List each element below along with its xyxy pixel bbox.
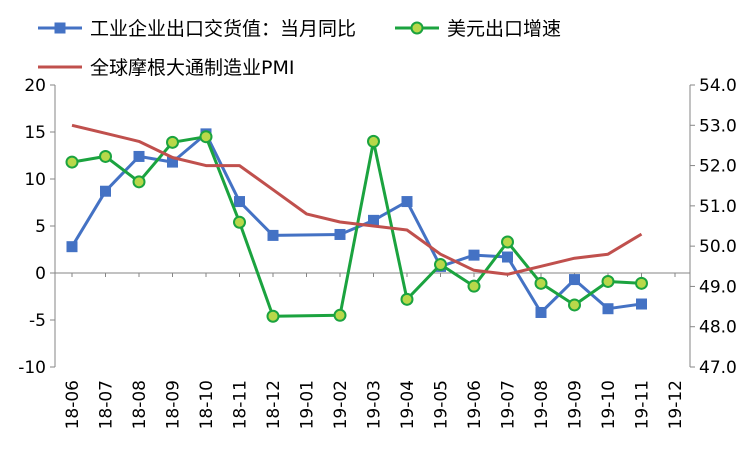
left-tick-label: 10	[24, 170, 46, 190]
right-tick-label: 48.0	[699, 318, 737, 338]
x-tick-label: 19-09	[566, 380, 586, 429]
right-tick-label: 50.0	[699, 237, 737, 257]
series-line-1	[71, 135, 642, 318]
data-point-square	[636, 298, 647, 310]
data-point-circle	[166, 135, 179, 149]
x-tick-label: 18-07	[97, 380, 117, 429]
data-point-circle	[635, 276, 648, 290]
data-point-circle	[233, 215, 246, 229]
data-point-circle	[601, 274, 615, 288]
data-point-circle	[132, 175, 146, 189]
legend-label: 全球摩根大通制造业PMI	[90, 57, 294, 79]
x-tick-label: 19-02	[331, 380, 351, 429]
x-tick-label: 19-04	[398, 380, 418, 429]
right-tick-label: 53.0	[699, 116, 737, 136]
legend-marker-square	[54, 22, 66, 34]
data-point-circle	[99, 149, 112, 163]
data-point-square	[267, 229, 279, 241]
x-tick-label: 18-06	[63, 380, 83, 429]
data-point-circle	[568, 298, 581, 312]
left-tick-label: 20	[24, 76, 46, 96]
data-point-square	[234, 196, 245, 208]
left-tick-label: 0	[35, 264, 46, 284]
right-tick-label: 52.0	[699, 157, 737, 177]
left-tick-label: 5	[35, 217, 46, 237]
data-point-circle	[266, 309, 280, 323]
data-point-circle	[467, 279, 481, 293]
data-point-square	[334, 228, 346, 240]
right-tick-label: 49.0	[699, 277, 737, 297]
right-tick-label: 51.0	[699, 197, 737, 217]
x-tick-label: 18-10	[197, 380, 217, 429]
x-tick-label: 19-11	[633, 380, 653, 429]
data-point-circle	[400, 292, 414, 306]
left-tick-label: -10	[18, 358, 46, 378]
data-point-square	[535, 306, 547, 318]
right-tick-label: 54.0	[699, 76, 737, 96]
x-tick-label: 18-12	[264, 380, 284, 429]
right-tick-label: 47.0	[699, 358, 737, 378]
data-point-square	[368, 214, 379, 226]
x-tick-label: 19-03	[365, 380, 385, 429]
legend-marker-circle	[410, 21, 424, 35]
left-tick-label: -5	[29, 311, 46, 331]
plot-area	[65, 123, 648, 323]
data-point-square	[401, 196, 413, 208]
data-point-square	[167, 156, 178, 168]
x-tick-label: 19-08	[532, 380, 552, 429]
data-point-circle	[501, 235, 514, 249]
axes: 20 15 10 5 0 -5 -10 54.0 53.0 52.0 51.0 50.0 49.0 48.…	[18, 76, 737, 429]
data-point-square	[468, 249, 480, 261]
data-point-circle	[434, 258, 447, 272]
data-point-square	[602, 303, 614, 315]
data-point-square	[502, 251, 513, 263]
left-tick-label: 15	[24, 123, 46, 143]
data-point-square	[100, 185, 111, 197]
x-tick-label: 19-06	[465, 380, 485, 429]
x-tick-label: 18-11	[231, 380, 251, 429]
x-tick-label: 19-10	[599, 380, 619, 429]
x-tick-label: 18-09	[164, 380, 184, 429]
x-tick-label: 18-08	[130, 380, 150, 429]
legend-label: 美元出口增速	[447, 18, 561, 40]
data-point-square	[66, 241, 78, 253]
data-point-circle	[199, 130, 213, 144]
data-point-circle	[333, 308, 347, 322]
data-point-square	[569, 274, 580, 286]
x-tick-label: 19-05	[432, 380, 452, 429]
legend-label: 工业企业出口交货值：当月同比	[90, 18, 356, 40]
data-point-circle	[65, 155, 79, 169]
data-point-circle	[367, 134, 380, 148]
x-tick-label: 19-12	[666, 380, 686, 429]
data-point-square	[133, 150, 145, 162]
series-line-2	[71, 123, 643, 276]
x-tick-label: 19-01	[298, 380, 318, 429]
x-tick-label: 19-07	[499, 380, 519, 429]
data-point-circle	[534, 276, 548, 290]
